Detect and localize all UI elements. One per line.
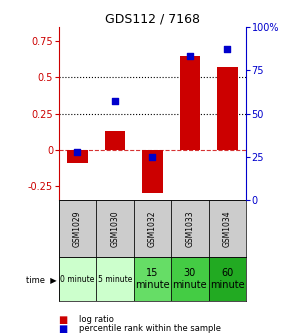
Bar xyxy=(134,200,171,257)
Bar xyxy=(209,200,246,257)
Bar xyxy=(96,200,134,257)
Bar xyxy=(67,150,88,163)
Text: GSM1033: GSM1033 xyxy=(185,210,194,247)
Text: 30
minute: 30 minute xyxy=(173,268,207,290)
Text: GSM1032: GSM1032 xyxy=(148,210,157,247)
Text: 60
minute: 60 minute xyxy=(210,268,245,290)
Text: GSM1034: GSM1034 xyxy=(223,210,232,247)
Text: 0 minute: 0 minute xyxy=(60,275,95,284)
Text: percentile rank within the sample: percentile rank within the sample xyxy=(79,324,221,333)
Bar xyxy=(59,200,96,257)
Text: 15
minute: 15 minute xyxy=(135,268,170,290)
Bar xyxy=(105,131,125,150)
Point xyxy=(188,54,192,59)
Text: 5 minute: 5 minute xyxy=(98,275,132,284)
Bar xyxy=(209,257,246,301)
Text: GSM1030: GSM1030 xyxy=(110,210,119,247)
Bar xyxy=(134,257,171,301)
Bar xyxy=(171,257,209,301)
Bar xyxy=(59,257,96,301)
Point xyxy=(225,47,230,52)
Point xyxy=(150,154,155,160)
Bar xyxy=(96,257,134,301)
Bar xyxy=(217,67,238,150)
Text: ■: ■ xyxy=(59,315,68,325)
Text: GSM1029: GSM1029 xyxy=(73,210,82,247)
Bar xyxy=(180,56,200,150)
Title: GDS112 / 7168: GDS112 / 7168 xyxy=(105,13,200,26)
Bar xyxy=(142,150,163,193)
Point xyxy=(75,149,80,155)
Bar xyxy=(171,200,209,257)
Point xyxy=(113,99,117,104)
Text: time  ▶: time ▶ xyxy=(26,275,57,284)
Text: log ratio: log ratio xyxy=(79,316,114,324)
Text: ■: ■ xyxy=(59,324,68,334)
